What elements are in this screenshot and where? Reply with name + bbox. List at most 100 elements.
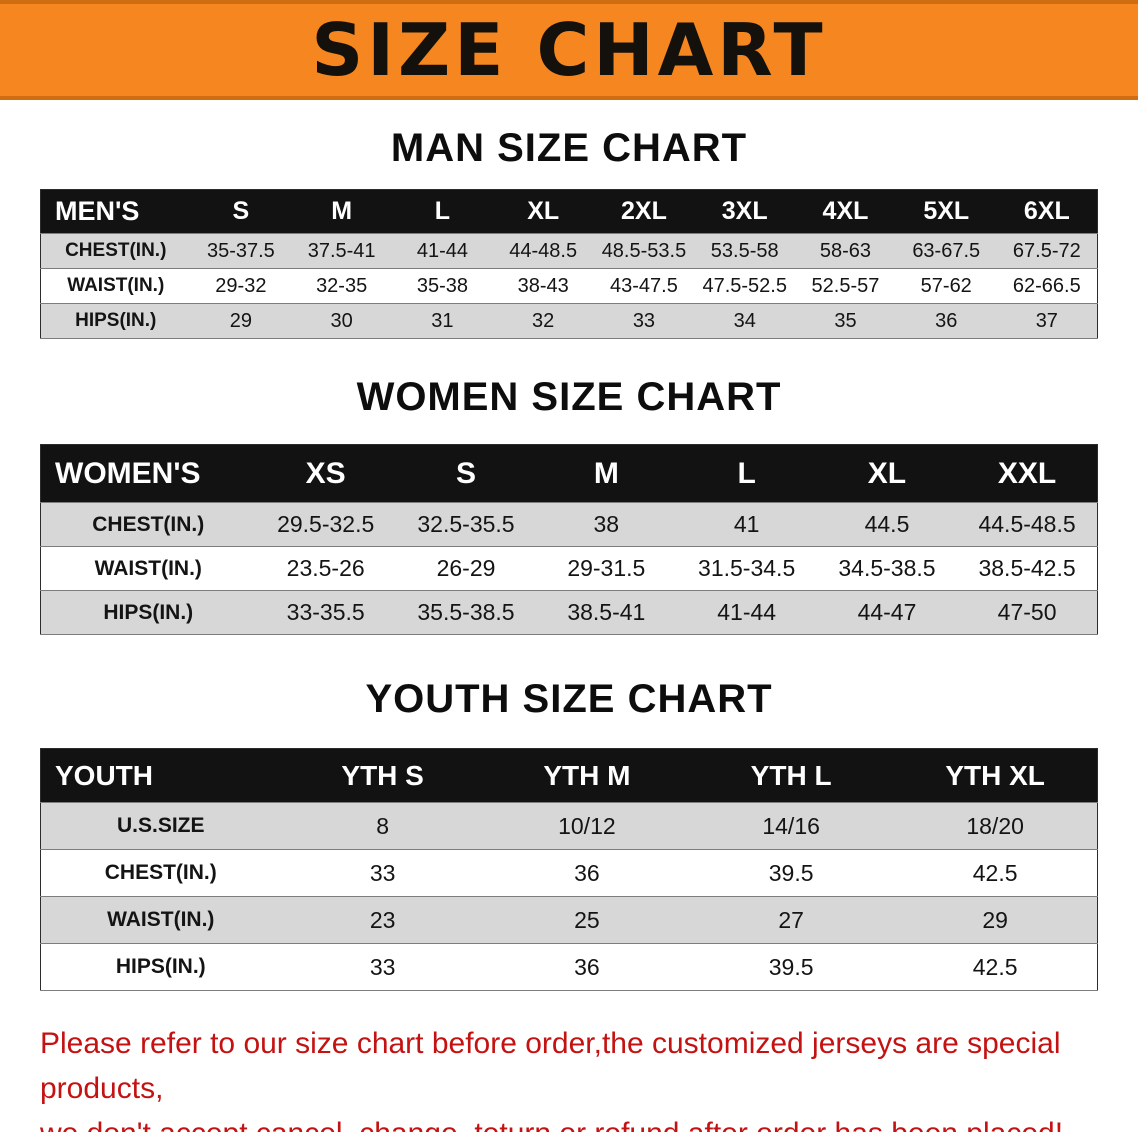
size-value-cell: 44.5 — [816, 502, 958, 547]
size-column-header: YTH M — [484, 748, 689, 803]
table-header-row: WOMEN'S XS S M L XL XXL — [40, 444, 1098, 503]
size-value-cell: 35.5-38.5 — [395, 590, 537, 635]
size-value-cell: 39.5 — [689, 943, 894, 991]
size-value-cell: 29 — [190, 303, 292, 339]
row-label: WAIST(IN.) — [40, 268, 191, 304]
row-label: WAIST(IN.) — [40, 546, 256, 591]
size-value-cell: 32 — [492, 303, 594, 339]
size-value-cell: 43-47.5 — [593, 268, 695, 304]
size-column-header: S — [395, 444, 537, 503]
table-row: WAIST(IN.) 23 25 27 29 — [40, 896, 1098, 944]
size-column-header: XL — [492, 189, 594, 234]
size-value-cell: 32.5-35.5 — [395, 502, 537, 547]
size-column-header: 6XL — [996, 189, 1098, 234]
size-value-cell: 41-44 — [392, 233, 493, 269]
size-value-cell: 38 — [536, 502, 677, 547]
size-value-cell: 38-43 — [492, 268, 594, 304]
size-column-header: 4XL — [795, 189, 896, 234]
size-value-cell: 25 — [484, 896, 689, 944]
size-value-cell: 29-31.5 — [536, 546, 677, 591]
size-column-header: S — [190, 189, 292, 234]
men-section-heading: MAN SIZE CHART — [390, 126, 748, 170]
women-size-chart-section: WOMEN SIZE CHART WOMEN'S XS S M L XL XXL CHEST(… — [0, 339, 1138, 635]
row-label: CHEST(IN.) — [40, 502, 256, 547]
size-value-cell: 8 — [280, 802, 485, 850]
table-corner-label: WOMEN'S — [40, 444, 256, 503]
table-row: CHEST(IN.) 29.5-32.5 32.5-35.5 38 41 44.5 44.5… — [40, 502, 1098, 547]
row-label: CHEST(IN.) — [40, 849, 281, 897]
size-value-cell: 39.5 — [689, 849, 894, 897]
size-column-header: L — [676, 444, 817, 503]
youth-size-chart-section: YOUTH SIZE CHART YOUTH YTH S YTH M YTH L YTH… — [0, 635, 1138, 991]
size-value-cell: 23 — [280, 896, 485, 944]
size-value-cell: 27 — [689, 896, 894, 944]
table-row: WAIST(IN.) 23.5-26 26-29 29-31.5 31.5-34.5 34… — [40, 546, 1098, 591]
size-value-cell: 33 — [280, 849, 485, 897]
size-value-cell: 32-35 — [291, 268, 393, 304]
size-value-cell: 47-50 — [957, 590, 1098, 635]
size-value-cell: 41 — [676, 502, 817, 547]
row-label: HIPS(IN.) — [40, 303, 191, 339]
size-value-cell: 31.5-34.5 — [676, 546, 817, 591]
size-value-cell: 67.5-72 — [996, 233, 1098, 269]
size-value-cell: 38.5-42.5 — [957, 546, 1098, 591]
size-column-header: L — [392, 189, 493, 234]
size-value-cell: 36 — [484, 943, 689, 991]
table-row: CHEST(IN.) 35-37.5 37.5-41 41-44 44-48.5 48.5… — [40, 233, 1098, 269]
size-value-cell: 36 — [484, 849, 689, 897]
size-value-cell: 33 — [593, 303, 695, 339]
size-value-cell: 26-29 — [395, 546, 537, 591]
size-value-cell: 35 — [795, 303, 896, 339]
size-value-cell: 48.5-53.5 — [593, 233, 695, 269]
size-value-cell: 31 — [392, 303, 493, 339]
size-column-header: YTH S — [280, 748, 485, 803]
size-value-cell: 18/20 — [893, 802, 1098, 850]
row-label: HIPS(IN.) — [40, 943, 281, 991]
size-column-header: 2XL — [593, 189, 695, 234]
size-column-header: 5XL — [895, 189, 997, 234]
table-corner-label: MEN'S — [40, 189, 191, 234]
row-label: U.S.SIZE — [40, 802, 281, 850]
footer-line-2: we don't accept cancel, change, teturn o… — [40, 1111, 1098, 1132]
size-value-cell: 42.5 — [893, 943, 1098, 991]
size-column-header: 3XL — [694, 189, 796, 234]
size-value-cell: 34.5-38.5 — [816, 546, 958, 591]
size-value-cell: 35-37.5 — [190, 233, 292, 269]
youth-size-table: YOUTH YTH S YTH M YTH L YTH XL U.S.SIZE 8 10/12… — [40, 748, 1098, 991]
table-row: CHEST(IN.) 33 36 39.5 42.5 — [40, 849, 1098, 897]
row-label: HIPS(IN.) — [40, 590, 256, 635]
size-value-cell: 29-32 — [190, 268, 292, 304]
men-size-table: MEN'S S M L XL 2XL 3XL 4XL 5XL 6XL CHEST(IN.) 35-37… — [40, 189, 1098, 339]
banner-title: SIZE CHART — [311, 8, 827, 92]
size-value-cell: 58-63 — [795, 233, 896, 269]
size-value-cell: 23.5-26 — [255, 546, 396, 591]
size-value-cell: 38.5-41 — [536, 590, 677, 635]
size-value-cell: 35-38 — [392, 268, 493, 304]
table-header-row: YOUTH YTH S YTH M YTH L YTH XL — [40, 748, 1098, 803]
size-value-cell: 29 — [893, 896, 1098, 944]
footer-line-1: Please refer to our size chart before or… — [40, 1027, 1061, 1105]
size-column-header: XS — [255, 444, 396, 503]
table-header-row: MEN'S S M L XL 2XL 3XL 4XL 5XL 6XL — [40, 189, 1098, 234]
size-value-cell: 47.5-52.5 — [694, 268, 796, 304]
banner: SIZE CHART — [0, 0, 1138, 100]
size-value-cell: 10/12 — [484, 802, 689, 850]
men-size-chart-section: MAN SIZE CHART MEN'S S M L XL 2XL 3XL 4XL 5XL 6XL… — [0, 100, 1138, 339]
size-value-cell: 33 — [280, 943, 485, 991]
women-size-table: WOMEN'S XS S M L XL XXL CHEST(IN.) 29.5-32.5 32.5… — [40, 444, 1098, 635]
size-value-cell: 30 — [291, 303, 393, 339]
table-corner-label: YOUTH — [40, 748, 281, 803]
women-section-heading: WOMEN SIZE CHART — [356, 375, 782, 419]
row-label: CHEST(IN.) — [40, 233, 191, 269]
size-value-cell: 42.5 — [893, 849, 1098, 897]
size-column-header: XL — [816, 444, 958, 503]
size-value-cell: 41-44 — [676, 590, 817, 635]
size-value-cell: 29.5-32.5 — [255, 502, 396, 547]
size-column-header: M — [536, 444, 677, 503]
size-value-cell: 37 — [996, 303, 1098, 339]
size-column-header: M — [291, 189, 393, 234]
table-row: WAIST(IN.) 29-32 32-35 35-38 38-43 43-47.5 47.… — [40, 268, 1098, 304]
youth-section-heading: YOUTH SIZE CHART — [365, 677, 773, 721]
size-column-header: YTH XL — [893, 748, 1098, 803]
